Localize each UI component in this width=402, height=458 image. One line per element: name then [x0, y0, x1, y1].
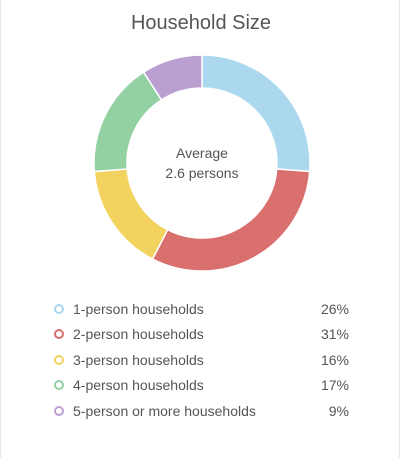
legend-dot-icon	[54, 329, 64, 340]
donut-slice[interactable]	[151, 168, 311, 272]
legend-dot-icon	[54, 380, 64, 391]
legend-dot-icon	[54, 354, 64, 365]
legend-value: 9%	[328, 402, 349, 419]
donut-slice[interactable]	[142, 54, 203, 101]
donut-slice[interactable]	[93, 168, 169, 261]
legend-dot-icon	[54, 303, 64, 314]
donut-chart	[93, 54, 311, 272]
legend-value: 26%	[320, 300, 349, 317]
legend-item[interactable]: 1-person households 26%	[54, 296, 349, 322]
legend-value: 16%	[320, 351, 349, 368]
legend-label: 1-person households	[73, 300, 204, 317]
legend-label: 5-person or more households	[73, 402, 256, 419]
donut-slice[interactable]	[201, 54, 311, 173]
legend-item[interactable]: 2-person households 31%	[54, 322, 349, 348]
legend-value: 17%	[320, 377, 349, 394]
legend-item[interactable]: 4-person households 17%	[54, 373, 349, 399]
donut-slice[interactable]	[93, 71, 163, 173]
legend-label: 3-person households	[73, 351, 204, 368]
chart-legend: 1-person households 26% 2-person household…	[54, 296, 349, 424]
chart-title: Household Size	[130, 12, 272, 34]
legend-value: 31%	[320, 326, 349, 343]
legend-label: 2-person households	[73, 326, 204, 343]
legend-item[interactable]: 5-person or more households 9%	[54, 398, 349, 424]
legend-label: 4-person households	[73, 377, 204, 394]
legend-item[interactable]: 3-person households 16%	[54, 347, 349, 373]
legend-dot-icon	[54, 405, 64, 416]
